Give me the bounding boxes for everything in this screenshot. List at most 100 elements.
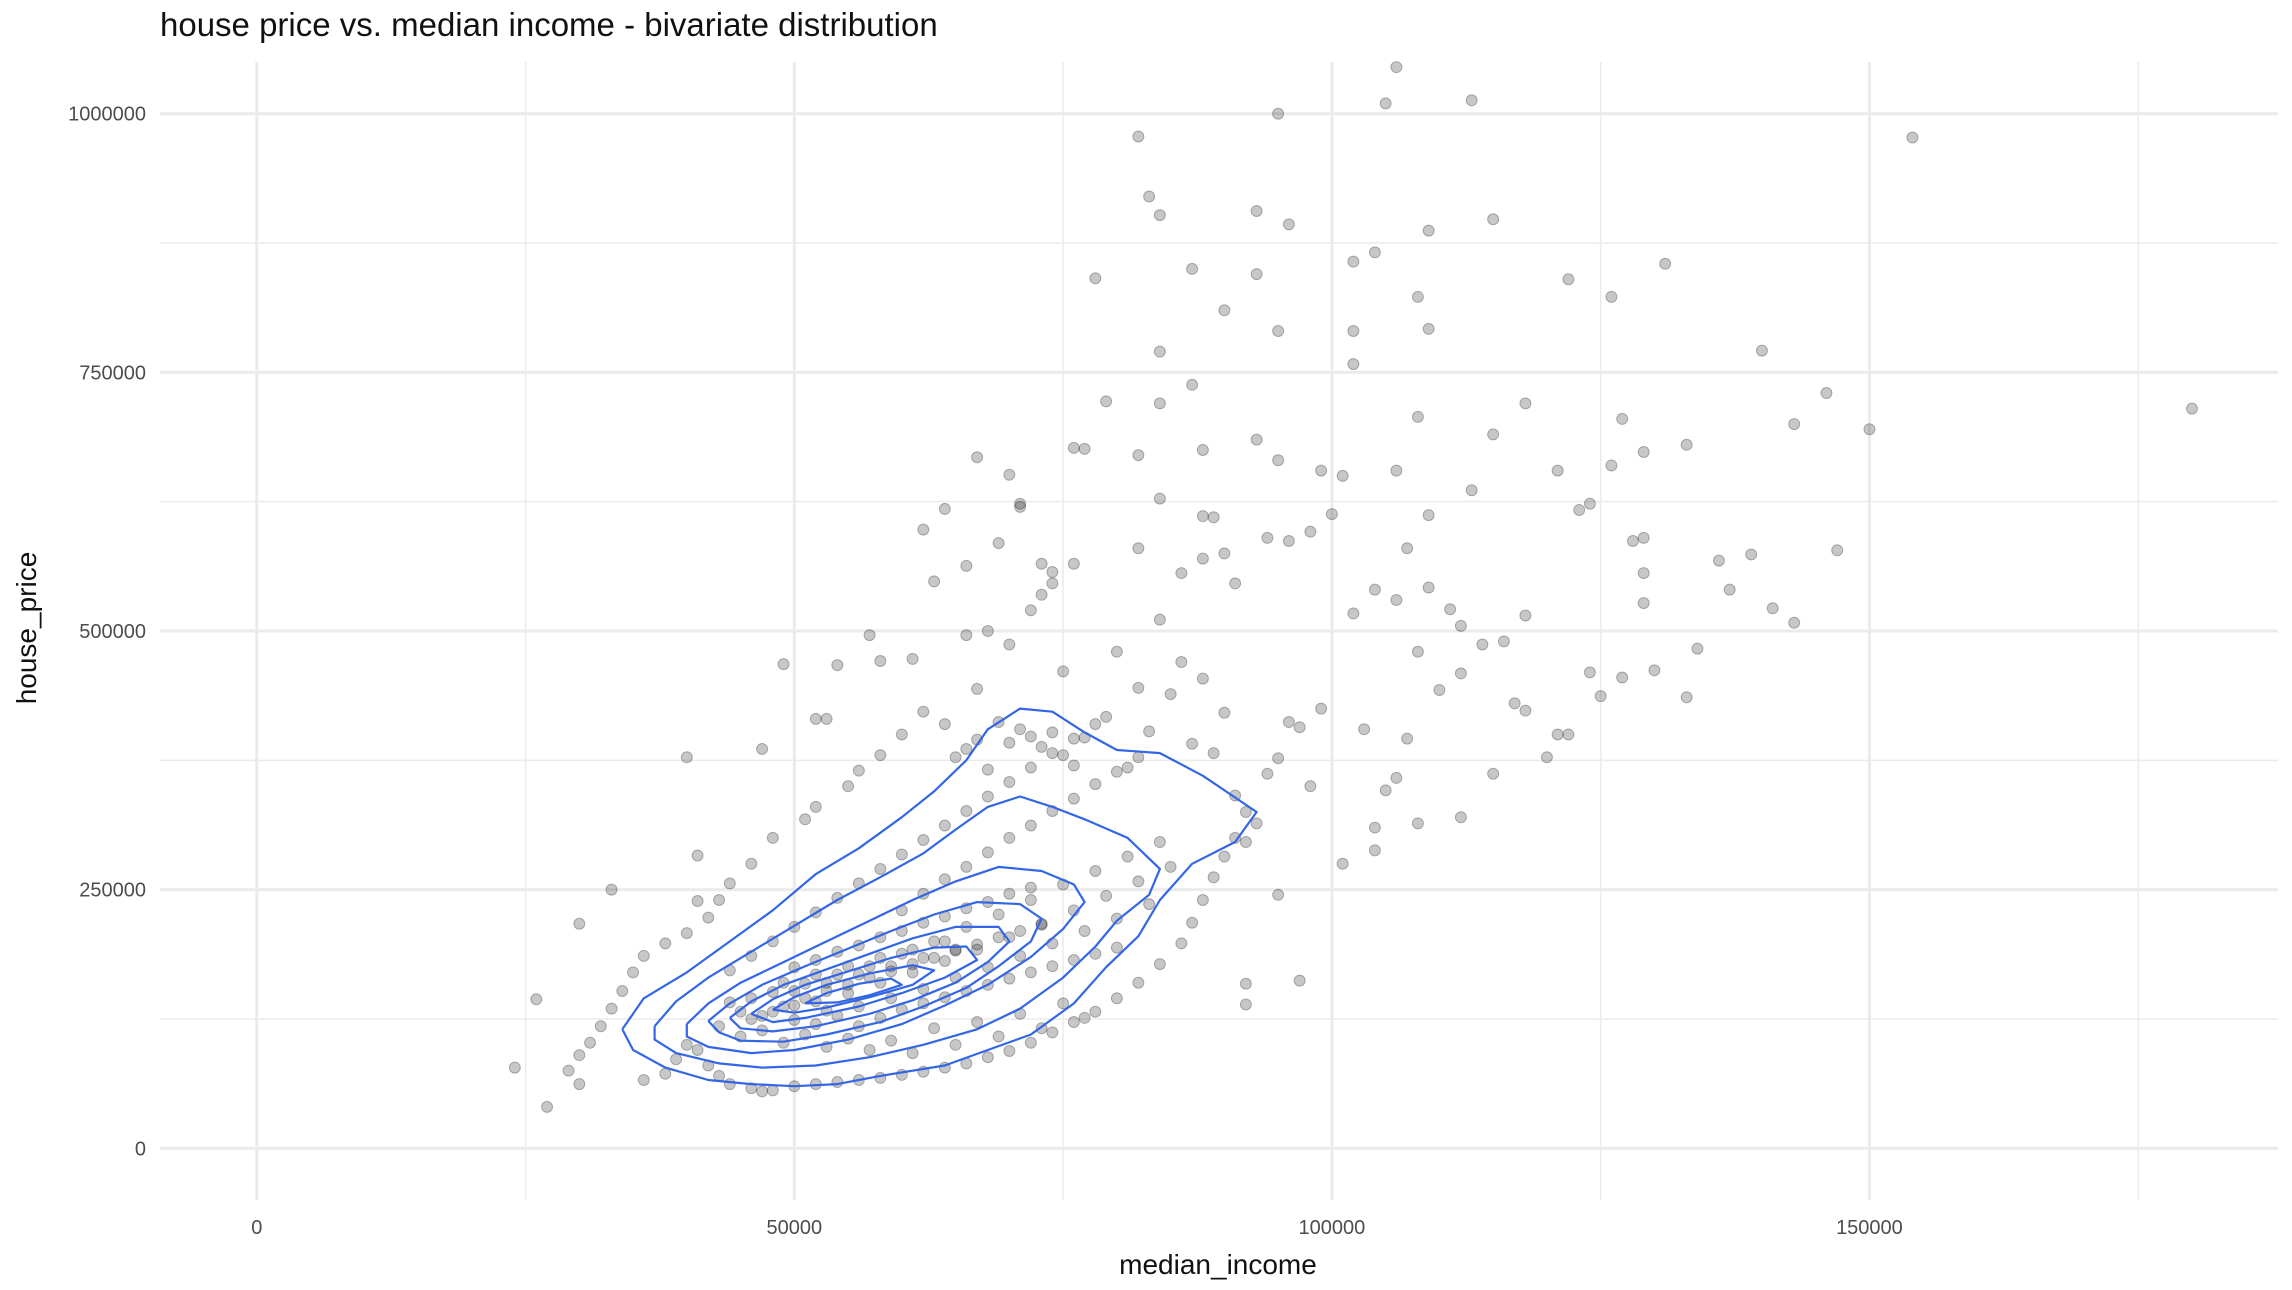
data-point — [670, 1053, 683, 1066]
data-point — [938, 718, 951, 731]
data-point — [1014, 500, 1027, 513]
data-point — [831, 659, 844, 672]
data-point — [1272, 324, 1285, 337]
data-point — [1014, 925, 1027, 938]
data-point — [938, 502, 951, 515]
data-point — [949, 751, 962, 764]
data-point — [1024, 730, 1037, 743]
data-point — [992, 908, 1005, 921]
x-axis-ticks: 0 50000 100000 150000 — [251, 1217, 1903, 1239]
data-point — [1304, 525, 1317, 538]
data-point — [1444, 603, 1457, 616]
data-point — [1229, 577, 1242, 590]
data-point — [1863, 423, 1876, 436]
data-point — [1315, 702, 1328, 715]
data-point — [1272, 107, 1285, 120]
density-contour-line — [707, 900, 1043, 1043]
data-point — [895, 848, 908, 861]
data-point — [1390, 771, 1403, 784]
data-point — [1196, 443, 1209, 456]
x-axis-title: median_income — [1119, 1249, 1317, 1280]
data-point — [1282, 716, 1295, 729]
data-point — [831, 1076, 844, 1089]
data-point — [637, 1073, 650, 1086]
data-point — [1175, 567, 1188, 580]
data-point — [1411, 645, 1424, 658]
data-point — [1218, 547, 1231, 560]
data-point — [1089, 947, 1102, 960]
data-point — [1003, 1045, 1016, 1058]
data-point — [1250, 433, 1263, 446]
data-point — [938, 873, 951, 886]
data-point — [788, 999, 801, 1012]
data-point — [960, 559, 973, 572]
data-point — [1411, 290, 1424, 303]
data-point — [659, 1067, 672, 1080]
data-point — [659, 937, 672, 950]
data-point — [1487, 428, 1500, 441]
data-point — [1089, 865, 1102, 878]
data-point — [1057, 997, 1070, 1010]
data-point — [1605, 459, 1618, 472]
data-point — [1089, 272, 1102, 285]
density-contour-line — [729, 925, 1011, 1033]
data-point — [1390, 464, 1403, 477]
data-point — [1024, 893, 1037, 906]
data-point — [1454, 667, 1467, 680]
data-point — [1551, 464, 1564, 477]
data-point — [863, 629, 876, 642]
data-point — [1143, 898, 1156, 911]
data-point — [723, 877, 736, 890]
data-point — [1519, 609, 1532, 622]
data-point — [906, 652, 919, 665]
data-point — [1691, 642, 1704, 655]
data-point — [1003, 736, 1016, 749]
data-point — [1745, 548, 1758, 561]
data-point — [874, 655, 887, 668]
data-point — [1379, 784, 1392, 797]
data-point — [917, 951, 930, 964]
data-point — [809, 1018, 822, 1031]
data-point — [992, 931, 1005, 944]
data-point — [1078, 925, 1091, 938]
data-point — [1368, 583, 1381, 596]
data-point — [1186, 916, 1199, 929]
data-point — [1508, 697, 1521, 710]
y-tick-label: 1000000 — [68, 104, 146, 126]
data-point — [562, 1064, 575, 1077]
data-point — [1347, 607, 1360, 620]
data-point — [1551, 728, 1564, 741]
y-tick-label: 0 — [135, 1138, 146, 1160]
data-point — [584, 1036, 597, 1049]
data-point — [874, 862, 887, 875]
data-point — [799, 813, 812, 826]
data-point — [1594, 690, 1607, 703]
data-point — [1626, 534, 1639, 547]
data-point — [1422, 322, 1435, 335]
data-point — [1637, 597, 1650, 610]
data-point — [1239, 806, 1252, 819]
data-point — [691, 1043, 704, 1056]
data-point — [1465, 94, 1478, 107]
major-gridlines — [160, 62, 2278, 1200]
density-contours — [621, 707, 1258, 1088]
data-point — [960, 742, 973, 755]
data-point — [766, 831, 779, 844]
data-point — [1454, 811, 1467, 824]
data-point — [971, 1016, 984, 1029]
data-point — [1573, 503, 1586, 516]
data-point — [1906, 131, 1919, 144]
y-tick-label: 500000 — [79, 621, 146, 643]
data-point — [992, 537, 1005, 550]
data-point — [1207, 871, 1220, 884]
data-point — [1014, 723, 1027, 736]
data-point — [1110, 645, 1123, 658]
y-tick-label: 750000 — [79, 362, 146, 384]
data-point — [874, 749, 887, 762]
data-point — [1024, 819, 1037, 832]
data-point — [2185, 402, 2198, 415]
data-point — [1831, 544, 1844, 557]
density-contour-line — [685, 865, 1086, 1055]
data-point — [1723, 583, 1736, 596]
